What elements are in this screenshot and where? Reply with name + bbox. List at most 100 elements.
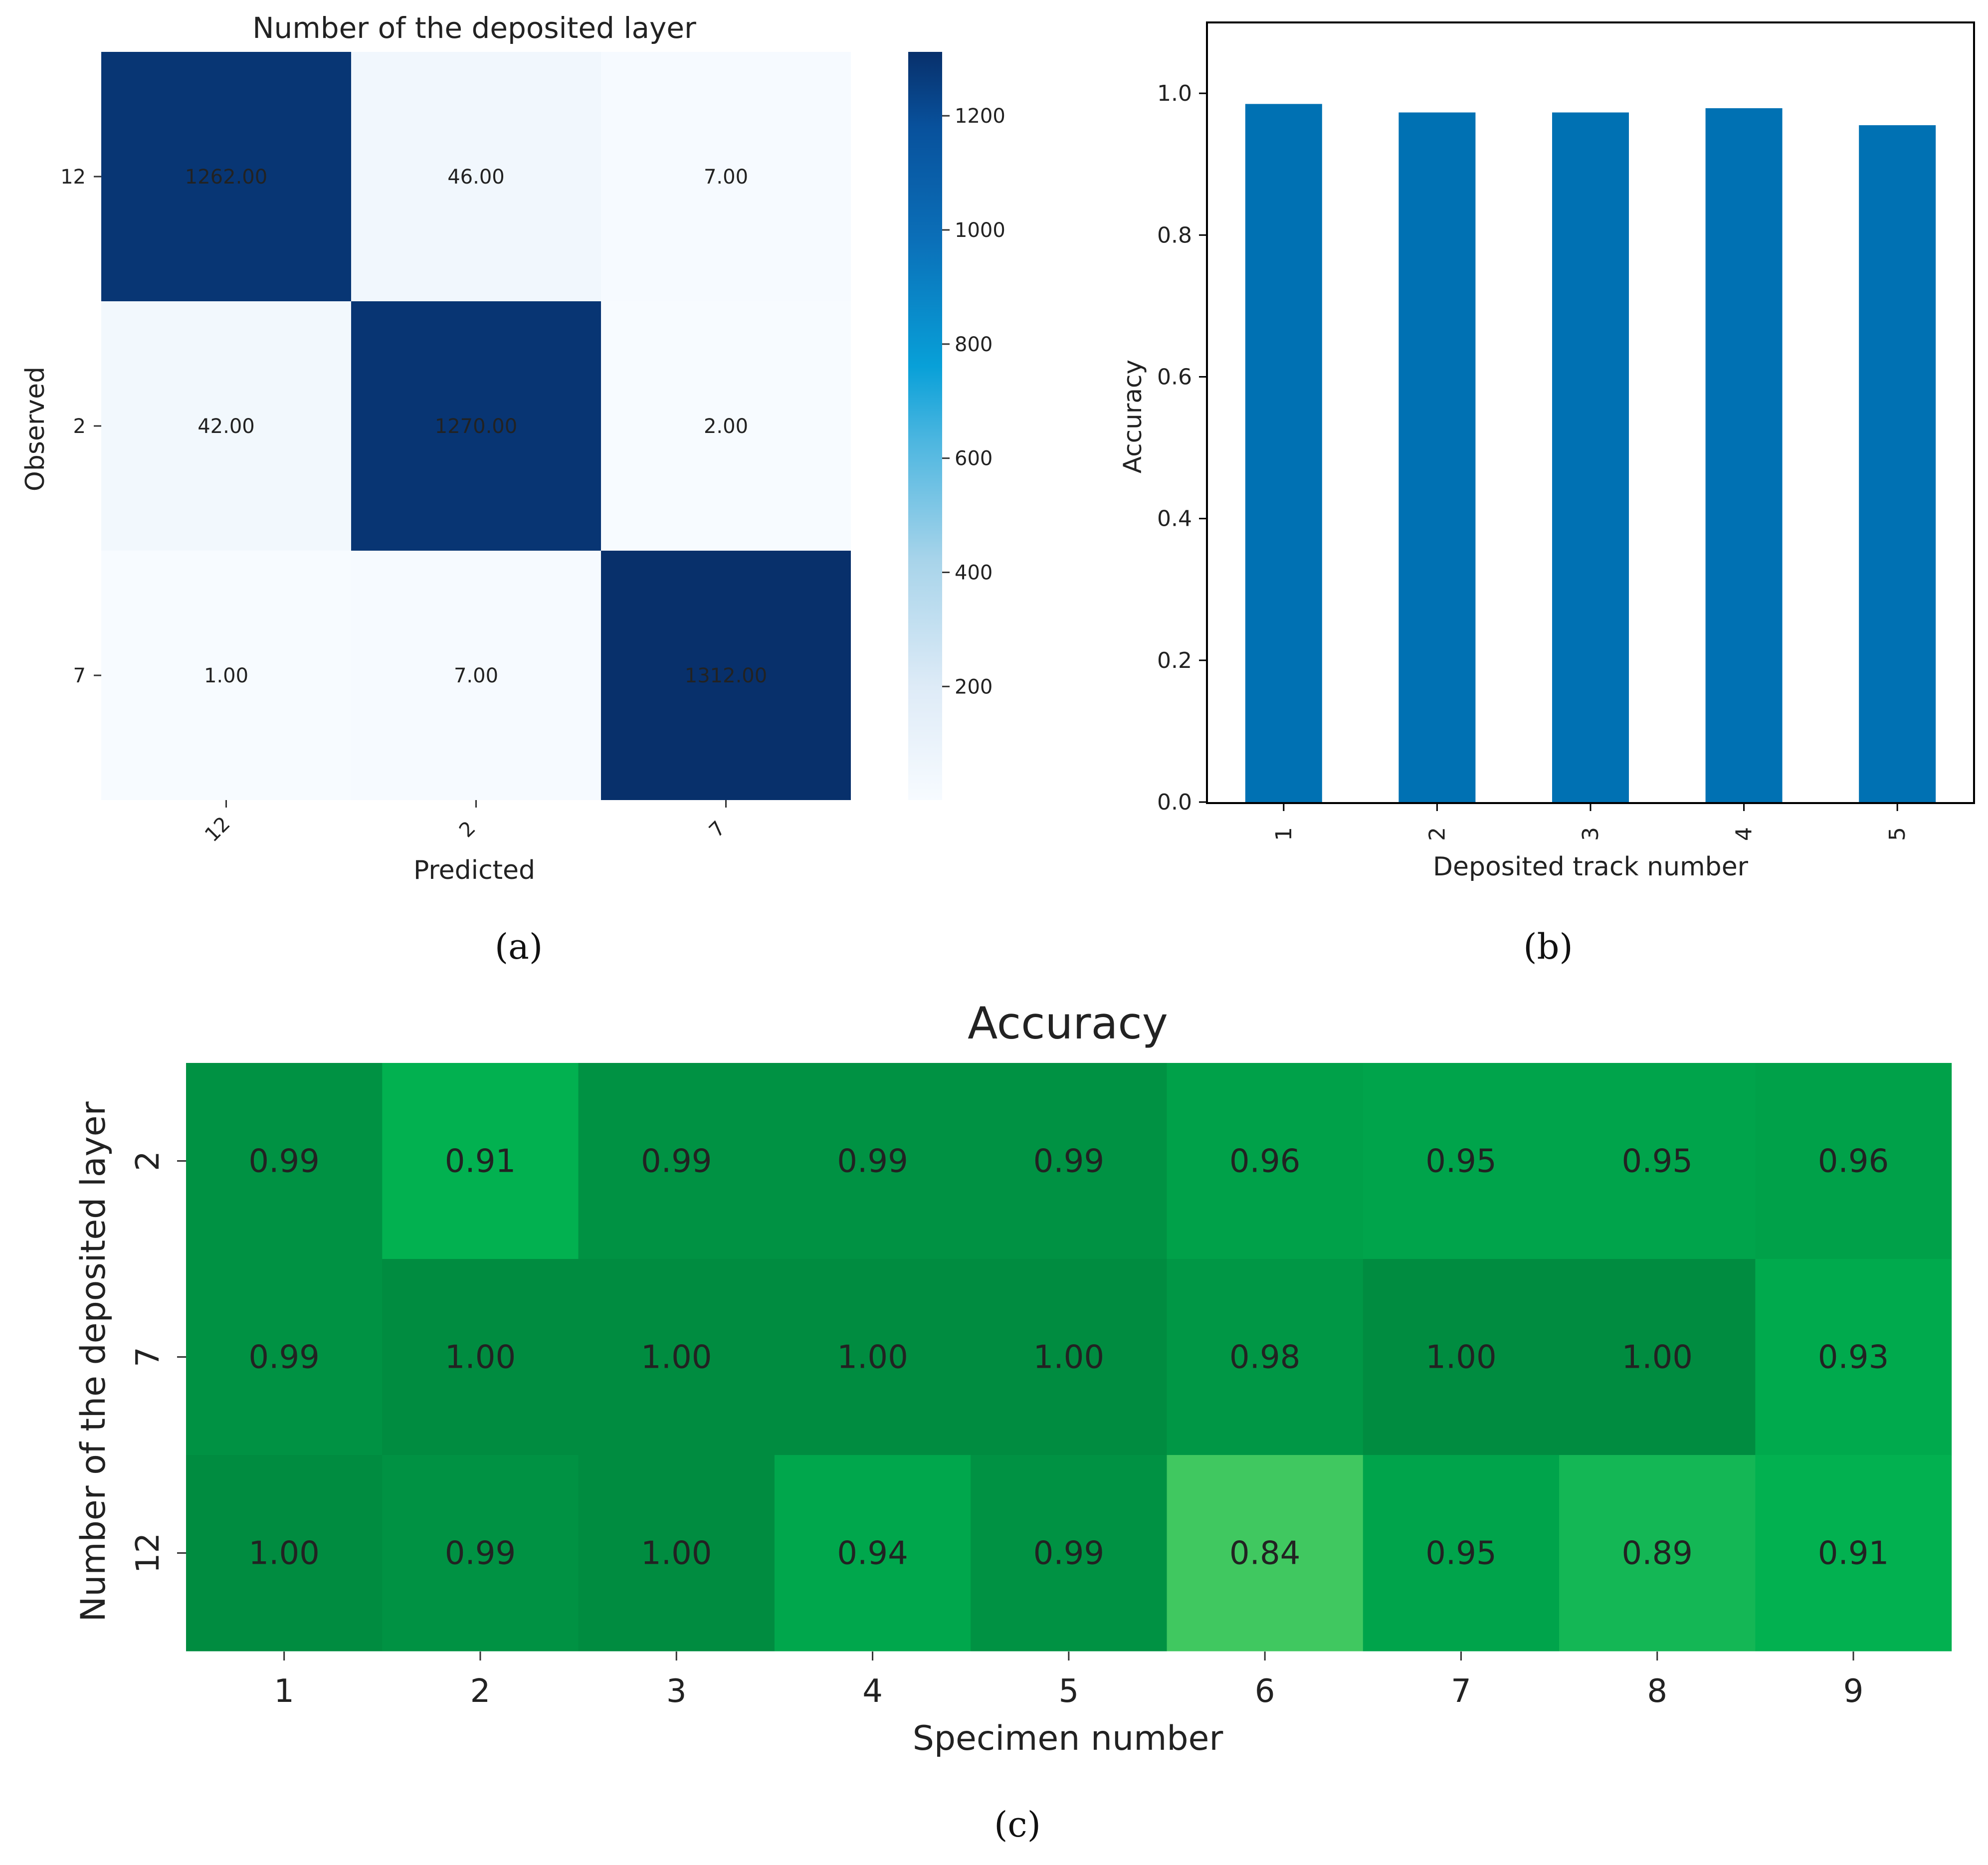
accuracy-heatmap-cells: 0.99 0.91 0.99 0.99 0.99 0.96 0.95 0.95 0.96 0.99…	[186, 1063, 1952, 1652]
x-tick-label: 3	[1578, 827, 1603, 841]
panel-a-x-ticks: 12 2 7	[200, 800, 730, 846]
heatmap-cell	[578, 1455, 775, 1652]
colorbar-gradient	[908, 52, 942, 800]
y-tick-label: 0.0	[1157, 790, 1192, 815]
bar	[1398, 112, 1476, 803]
panel-c-y-axis-label: Number of the deposited layer	[74, 1101, 113, 1622]
y-tick-label: 0.4	[1157, 506, 1192, 532]
matrix-cell	[101, 301, 351, 551]
matrix-cell-value: 1312.00	[685, 664, 767, 687]
heatmap-cell	[186, 1259, 383, 1455]
heatmap-cell-value: 0.96	[1818, 1143, 1889, 1180]
matrix-cell-value: 7.00	[454, 664, 498, 687]
colorbar-tick-label: 600	[955, 447, 993, 470]
matrix-cell	[601, 551, 851, 800]
panel-b-caption: (b)	[1523, 926, 1573, 967]
heatmap-cell-value: 0.91	[1818, 1535, 1889, 1572]
heatmap-cell-value: 1.00	[641, 1535, 712, 1572]
bar	[1245, 104, 1322, 802]
heatmap-cell-value: 0.96	[1229, 1143, 1301, 1180]
heatmap-cell-value: 0.98	[1229, 1339, 1301, 1376]
heatmap-cell-value: 0.95	[1622, 1143, 1693, 1180]
matrix-cell	[351, 301, 601, 551]
heatmap-cell-value: 0.99	[1033, 1535, 1105, 1572]
heatmap-cell	[1559, 1455, 1756, 1652]
panel-a-y-axis-label: Observed	[20, 367, 50, 491]
heatmap-cell-value: 0.99	[248, 1339, 320, 1376]
matrix-cell	[101, 551, 351, 800]
y-tick-label: 2	[73, 415, 86, 438]
heatmap-cell-value: 1.00	[1425, 1339, 1497, 1376]
x-tick-label: 2	[470, 1673, 491, 1710]
bar	[1859, 125, 1936, 802]
matrix-cell	[101, 52, 351, 301]
heatmap-cell-value: 1.00	[641, 1339, 712, 1376]
heatmap-cell-value: 1.00	[445, 1339, 516, 1376]
heatmap-cell	[1559, 1063, 1756, 1259]
heatmap-cell	[971, 1259, 1167, 1455]
y-tick-label: 0.6	[1157, 364, 1192, 390]
x-tick-label: 1	[1271, 827, 1297, 841]
x-tick-label: 1	[274, 1673, 294, 1710]
y-tick-label: 1.0	[1157, 81, 1192, 106]
bar	[1705, 108, 1783, 803]
accuracy-bars	[1245, 104, 1936, 803]
matrix-cell	[601, 301, 851, 551]
heatmap-cell	[1167, 1259, 1364, 1455]
heatmap-cell-value: 0.99	[641, 1143, 712, 1180]
heatmap-cell	[1363, 1063, 1560, 1259]
y-tick-label: 12	[60, 166, 86, 189]
panel-b-y-ticks: 0.0 0.2 0.4 0.6 0.8 1.0	[1157, 81, 1207, 815]
x-tick-label: 9	[1843, 1673, 1864, 1710]
x-tick-label: 4	[862, 1673, 883, 1710]
panel-b-x-axis-label: Deposited track number	[1433, 852, 1749, 882]
heatmap-cell	[774, 1455, 971, 1652]
y-tick-label: 7	[73, 664, 86, 687]
colorbar: 200 400 600 800 1000 1200	[908, 52, 1005, 800]
panel-a-y-ticks: 12 2 7	[60, 166, 101, 687]
colorbar-ticks: 200 400 600 800 1000 1200	[942, 105, 1005, 698]
heatmap-cell	[578, 1063, 775, 1259]
panel-a-caption: (a)	[495, 926, 543, 967]
heatmap-cell	[774, 1063, 971, 1259]
heatmap-cell-value: 1.00	[1622, 1339, 1693, 1376]
x-tick-label: 5	[1885, 827, 1910, 841]
panel-a-title: Number of the deposited layer	[252, 11, 696, 45]
matrix-cell-value: 42.00	[198, 415, 255, 438]
panel-c-x-axis-label: Specimen number	[913, 1719, 1223, 1758]
confusion-matrix-panel: Number of the deposited layer 1262.00 46.…	[20, 11, 1005, 967]
heatmap-cell	[1755, 1063, 1952, 1259]
heatmap-cell	[578, 1259, 775, 1455]
matrix-cell	[351, 551, 601, 800]
matrix-cell-value: 46.00	[447, 166, 505, 189]
colorbar-tick-label: 1200	[955, 105, 1005, 128]
heatmap-cell	[1167, 1455, 1364, 1652]
x-tick-label: 2	[1424, 827, 1450, 841]
heatmap-cell-value: 0.94	[837, 1535, 908, 1572]
heatmap-cell	[1363, 1259, 1560, 1455]
y-tick-label: 0.8	[1157, 222, 1192, 248]
x-tick-label: 12	[200, 813, 235, 847]
accuracy-heatmap-panel: Accuracy 0.99 0.91 0.99 0.99 0.99 0.96 0.95 0.9…	[74, 998, 1952, 1845]
heatmap-cell-value: 0.99	[1033, 1143, 1105, 1180]
heatmap-cell-value: 0.99	[445, 1535, 516, 1572]
heatmap-cell	[382, 1063, 579, 1259]
matrix-cell-value: 1.00	[204, 664, 248, 687]
heatmap-cell	[1755, 1259, 1952, 1455]
panel-c-y-ticks: 2 7 12	[130, 1151, 186, 1573]
matrix-cell-value: 1262.00	[185, 166, 267, 189]
heatmap-cell	[186, 1063, 383, 1259]
matrix-cell-value: 2.00	[704, 415, 748, 438]
matrix-cell	[351, 52, 601, 301]
panel-c-x-ticks: 1 2 3 4 5 6 7 8 9	[274, 1652, 1863, 1710]
heatmap-cell-value: 1.00	[248, 1535, 320, 1572]
panel-a-x-axis-label: Predicted	[413, 855, 535, 885]
x-tick-label: 2	[455, 817, 480, 842]
heatmap-cell	[774, 1259, 971, 1455]
x-tick-label: 8	[1647, 1673, 1667, 1710]
matrix-cell-value: 7.00	[704, 166, 748, 189]
x-tick-label: 7	[1451, 1673, 1471, 1710]
colorbar-tick-label: 800	[955, 333, 993, 356]
heatmap-cell-value: 0.84	[1229, 1535, 1301, 1572]
heatmap-cell-value: 0.95	[1425, 1535, 1497, 1572]
